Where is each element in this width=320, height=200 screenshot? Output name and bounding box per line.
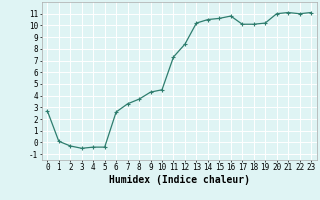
X-axis label: Humidex (Indice chaleur): Humidex (Indice chaleur): [109, 175, 250, 185]
